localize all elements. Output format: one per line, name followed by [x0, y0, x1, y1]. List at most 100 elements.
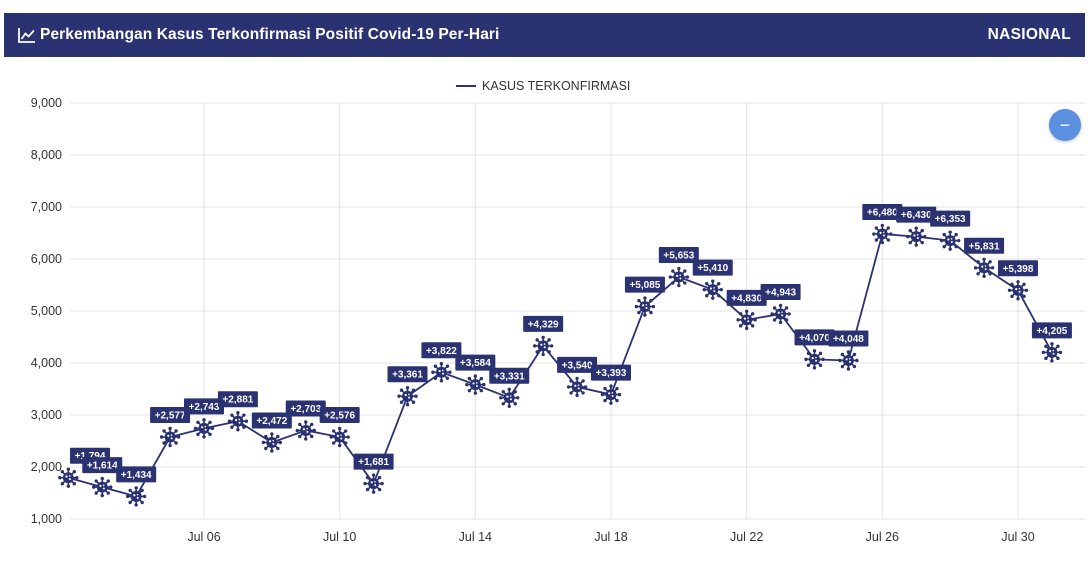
- data-label-box: [726, 289, 767, 306]
- virus-icon: [1007, 280, 1029, 301]
- data-label: +2,577: [155, 410, 186, 421]
- x-tick-label: Jul 22: [730, 530, 763, 544]
- virus-icon: [804, 349, 825, 370]
- virus-icon: [1041, 342, 1063, 363]
- data-label: +5,831: [969, 241, 1000, 252]
- data-label-box: [523, 315, 564, 332]
- virus-icon: [159, 426, 181, 448]
- y-tick-label: 6,000: [31, 252, 62, 266]
- data-label-box: [421, 342, 462, 359]
- virus-icon: [532, 335, 554, 357]
- virus-icon: [634, 296, 656, 317]
- data-label: +1,681: [358, 457, 389, 468]
- header-title-group: Perkembangan Kasus Terkonfirmasi Positif…: [18, 26, 988, 44]
- data-label: +4,070: [799, 333, 830, 344]
- data-label-box: [387, 366, 428, 383]
- virus-icon: [92, 476, 113, 498]
- data-labels: +1,794+1,614+1,434 +2,577+2,743+2,881+2,4…: [70, 204, 1072, 483]
- data-label: +4,830: [731, 293, 762, 304]
- data-label: +2,703: [290, 404, 321, 415]
- x-tick-label: Jul 14: [459, 530, 492, 544]
- data-label-box: [692, 259, 733, 276]
- virus-icon: [125, 486, 147, 507]
- virus-icon: [363, 473, 384, 494]
- data-label: +3,361: [392, 370, 423, 381]
- data-label: +1,614: [87, 461, 118, 472]
- data-label-box: [82, 457, 123, 474]
- data-label: +3,393: [596, 368, 627, 379]
- data-label: +6,353: [935, 214, 966, 225]
- top-strip: [0, 0, 1091, 12]
- y-tick-label: 9,000: [31, 96, 62, 110]
- virus-icon: [939, 230, 961, 251]
- data-label: +2,881: [222, 395, 253, 406]
- data-label: +2,743: [189, 402, 220, 413]
- data-label-box: [1031, 322, 1072, 339]
- data-label: +3,584: [460, 358, 491, 369]
- data-label-box: [116, 466, 157, 483]
- legend: KASUS TERKONFIRMASI: [456, 79, 630, 93]
- data-label-box: [184, 398, 224, 415]
- data-label-box: [998, 260, 1038, 277]
- virus-icon: [193, 418, 215, 439]
- virus-icon: [58, 467, 79, 488]
- virus-icon: [838, 350, 859, 371]
- scope-label: NASIONAL: [987, 26, 1071, 43]
- data-label: +2,576: [324, 411, 355, 422]
- data-label-box: [150, 406, 191, 423]
- y-tick-label: 7,000: [31, 200, 62, 214]
- chart-area: KASUS TERKONFIRMASI 1,000 2,000 3,000 4,000…: [0, 60, 1091, 558]
- virus-icon: [973, 257, 995, 278]
- data-label-box: [964, 237, 1005, 254]
- virus-icon: [668, 266, 690, 288]
- data-label: +6,430: [901, 210, 932, 221]
- data-label: +3,540: [562, 360, 593, 371]
- virus-icon: [600, 384, 622, 405]
- data-label-box: [217, 391, 258, 408]
- data-label: +4,329: [528, 319, 559, 330]
- data-label: +4,048: [833, 334, 864, 345]
- virus-icon: [770, 303, 791, 325]
- y-tick-label: 1,000: [31, 512, 62, 526]
- data-label-box: [828, 330, 869, 347]
- virus-icon: [227, 410, 249, 432]
- y-tick-label: 4,000: [31, 356, 62, 370]
- y-tick-label: 5,000: [31, 304, 62, 318]
- y-tick-label: 8,000: [31, 148, 62, 162]
- legend-label: KASUS TERKONFIRMASI: [482, 79, 630, 93]
- y-tick-label: 2,000: [31, 460, 62, 474]
- minus-icon: −: [1059, 115, 1071, 135]
- x-tick-label: Jul 30: [1001, 530, 1034, 544]
- data-label: +2,472: [256, 416, 287, 427]
- line-chart: KASUS TERKONFIRMASI 1,000 2,000 3,000 4,000…: [31, 79, 1086, 544]
- data-label: +5,398: [1003, 264, 1034, 275]
- virus-icon: [702, 279, 723, 300]
- data-label-box: [760, 283, 801, 300]
- zoom-out-button[interactable]: −: [1049, 109, 1081, 141]
- data-label: +5,653: [663, 251, 694, 262]
- data-label: +6,480: [867, 208, 898, 219]
- x-tick-label: Jul 18: [594, 530, 627, 544]
- data-label-box: [251, 412, 292, 429]
- virus-icon: [736, 309, 757, 331]
- data-label-box: [591, 364, 631, 381]
- data-label-box: [353, 453, 394, 470]
- data-label: +5,410: [697, 263, 728, 274]
- data-label-box: [930, 210, 971, 227]
- y-axis: 1,000 2,000 3,000 4,000 5,000 6,000 7,000 8,000…: [31, 96, 62, 526]
- virus-icon: [431, 362, 452, 383]
- data-label: +3,331: [494, 371, 525, 382]
- x-tick-label: Jul 26: [866, 530, 899, 544]
- virus-icon: [465, 374, 486, 395]
- x-tick-label: Jul 10: [323, 530, 356, 544]
- chart-title: Perkembangan Kasus Terkonfirmasi Positif…: [40, 26, 500, 43]
- data-label-box: [489, 367, 530, 384]
- data-label-box: [285, 400, 326, 417]
- virus-icon: [295, 420, 316, 441]
- data-label-box: [557, 356, 598, 373]
- x-tick-label: Jul 06: [187, 530, 220, 544]
- data-label-box: [319, 407, 360, 424]
- line-chart-icon: [18, 27, 36, 43]
- virus-icon: [566, 376, 588, 398]
- data-label-box: [624, 276, 665, 293]
